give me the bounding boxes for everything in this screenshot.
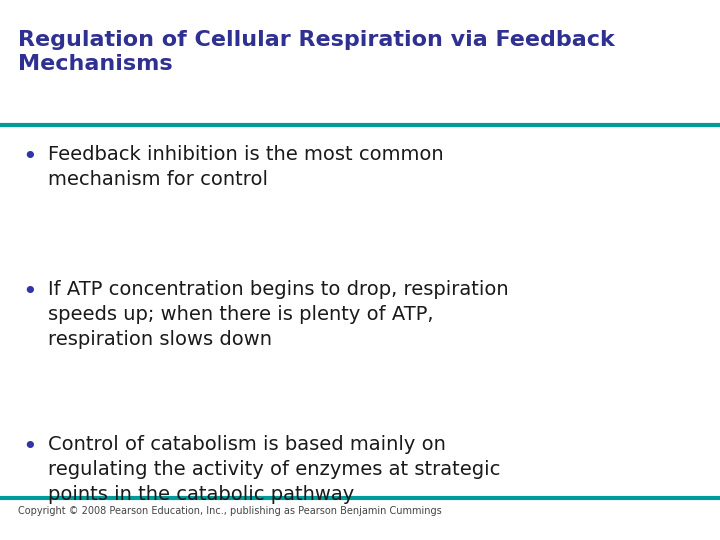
Text: If ATP concentration begins to drop, respiration
speeds up; when there is plenty: If ATP concentration begins to drop, res…: [48, 280, 508, 349]
Text: •: •: [22, 145, 37, 169]
Text: •: •: [22, 280, 37, 304]
Text: Feedback inhibition is the most common
mechanism for control: Feedback inhibition is the most common m…: [48, 145, 444, 189]
Text: Control of catabolism is based mainly on
regulating the activity of enzymes at s: Control of catabolism is based mainly on…: [48, 435, 500, 504]
Text: •: •: [22, 435, 37, 459]
Text: Copyright © 2008 Pearson Education, Inc., publishing as Pearson Benjamin Cumming: Copyright © 2008 Pearson Education, Inc.…: [18, 506, 442, 516]
Text: Regulation of Cellular Respiration via Feedback
Mechanisms: Regulation of Cellular Respiration via F…: [18, 30, 615, 74]
